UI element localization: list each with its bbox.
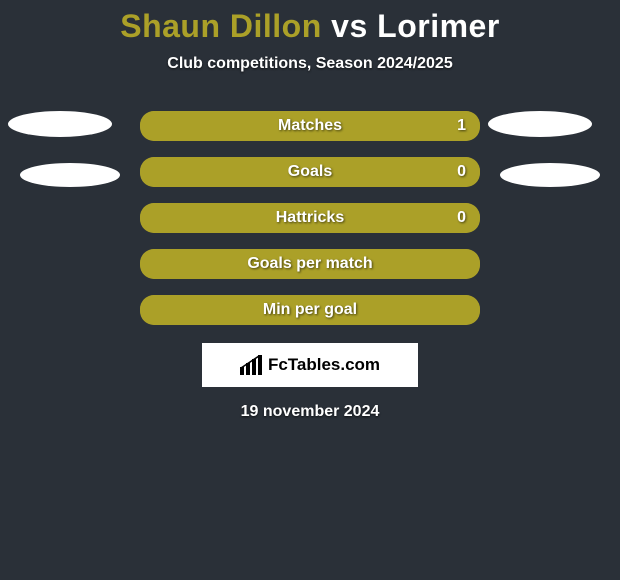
title-player2: Lorimer — [377, 8, 500, 44]
stat-rows: Matches 1 Goals 0 Hattricks 0 Goals per match M… — [140, 111, 480, 341]
player-ellipse — [8, 111, 112, 137]
stat-value: 0 — [457, 209, 466, 227]
stat-row: Goals 0 — [140, 157, 480, 187]
stat-label: Matches — [278, 117, 342, 135]
player-ellipse — [488, 111, 592, 137]
stat-value: 0 — [457, 163, 466, 181]
stat-row: Min per goal — [140, 295, 480, 325]
comparison-title: Shaun Dillon vs Lorimer — [0, 0, 620, 45]
logo-box: FcTables.com — [202, 343, 418, 387]
subtitle: Club competitions, Season 2024/2025 — [0, 55, 620, 73]
stat-label: Goals — [288, 163, 332, 181]
title-player1: Shaun Dillon — [120, 8, 322, 44]
stat-label: Goals per match — [247, 255, 372, 273]
player-ellipse — [20, 163, 120, 187]
stat-label: Hattricks — [276, 209, 344, 227]
stat-row: Hattricks 0 — [140, 203, 480, 233]
stat-row: Goals per match — [140, 249, 480, 279]
player-ellipse — [500, 163, 600, 187]
logo-chart-icon — [240, 355, 262, 375]
date-text: 19 november 2024 — [0, 403, 620, 421]
title-vs: vs — [331, 8, 368, 44]
stat-row: Matches 1 — [140, 111, 480, 141]
stat-label: Min per goal — [263, 301, 357, 319]
stat-value: 1 — [457, 117, 466, 135]
comparison-chart: Matches 1 Goals 0 Hattricks 0 Goals per match M… — [0, 111, 620, 331]
logo-text: FcTables.com — [268, 355, 380, 375]
